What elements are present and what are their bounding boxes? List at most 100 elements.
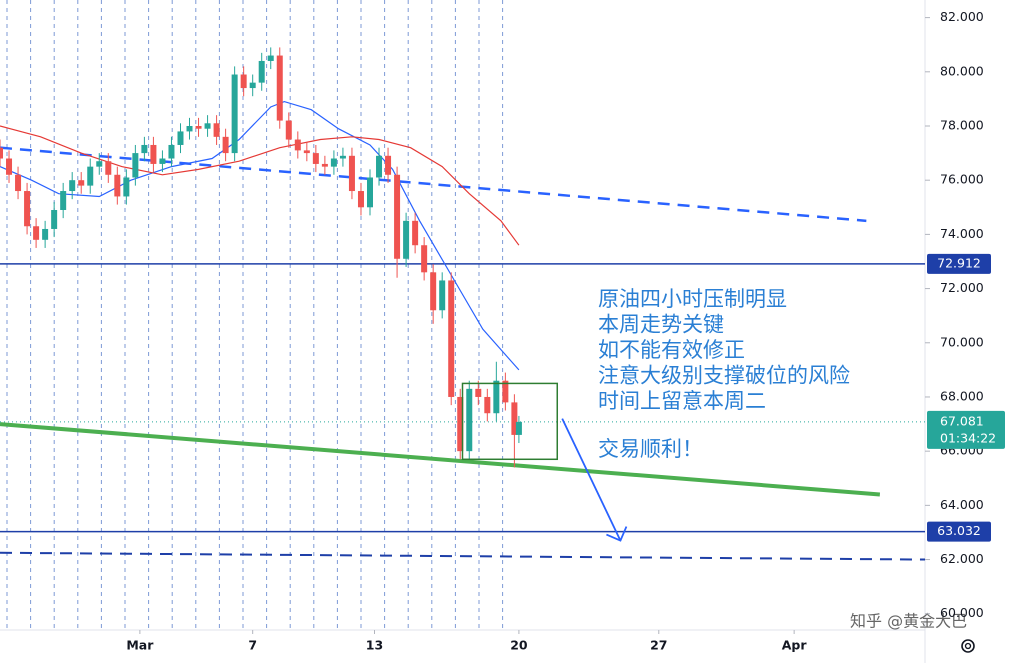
- candle-body: [222, 136, 229, 154]
- price-label-box: [927, 253, 991, 274]
- candle-body: [430, 272, 437, 311]
- candle-body: [511, 402, 518, 435]
- candle-body: [448, 280, 455, 397]
- candle-body: [348, 155, 355, 192]
- candle-body: [6, 158, 13, 175]
- price-label-box: [927, 521, 991, 542]
- candle-body: [87, 166, 94, 186]
- candle-body: [132, 153, 139, 178]
- candle-body: [96, 161, 103, 167]
- candle-body: [42, 228, 49, 240]
- candle-body: [168, 144, 175, 159]
- y-tick-label: 74.000: [940, 226, 984, 241]
- x-tick-label: Apr: [782, 638, 808, 653]
- candle-body: [240, 74, 247, 89]
- candle-body: [24, 191, 31, 227]
- y-tick-label: 72.000: [940, 280, 984, 295]
- settings-icon[interactable]: [961, 639, 975, 653]
- candle-body: [321, 163, 328, 167]
- candle-body: [51, 210, 58, 229]
- session-separators: [6, 0, 504, 630]
- countdown-label: 01:34:22: [940, 430, 996, 445]
- candle-body: [439, 280, 446, 311]
- candle-body: [367, 177, 373, 208]
- candle-body: [186, 126, 193, 132]
- watermark: 知乎 @黄金大巴: [850, 612, 967, 631]
- y-tick-label: 82.000: [940, 9, 984, 24]
- candle-body: [258, 60, 265, 83]
- range-box: [461, 382, 559, 461]
- candle-body: [60, 191, 67, 210]
- arrow-head: [606, 526, 628, 542]
- annotation-line: 时间上留意本周二: [598, 389, 766, 413]
- y-tick-label: 80.000: [940, 63, 984, 78]
- candle-body: [141, 144, 148, 154]
- candle-body: [357, 191, 364, 208]
- candle-body: [294, 139, 301, 151]
- candle-body: [285, 120, 292, 140]
- annotation-line: 本周走势关键: [598, 313, 724, 337]
- x-tick-label: 7: [248, 638, 257, 653]
- y-tick-label: 68.000: [940, 388, 984, 403]
- candle-body: [123, 177, 130, 197]
- candle-body: [231, 74, 238, 154]
- arrow-shaft: [561, 418, 622, 541]
- candle-body: [502, 380, 509, 403]
- annotation-footer: 交易顺利！: [598, 437, 703, 461]
- candle-body: [403, 220, 410, 259]
- candle-body: [466, 388, 473, 452]
- candle-body: [0, 147, 3, 159]
- candle-body: [493, 380, 500, 414]
- candle-body: [484, 396, 491, 414]
- candle-body: [159, 158, 166, 164]
- candle-body: [114, 174, 121, 197]
- y-tick-label: 64.000: [940, 497, 984, 512]
- y-tick-label: 62.000: [940, 551, 984, 566]
- candle-body: [105, 161, 112, 175]
- candle-body: [249, 82, 256, 89]
- x-tick-label: 13: [366, 638, 383, 653]
- price-label: 63.032: [937, 523, 981, 538]
- candle-body: [213, 123, 220, 137]
- x-tick-label: 27: [650, 638, 667, 653]
- y-tick-label: 78.000: [940, 118, 984, 133]
- candle-body: [204, 123, 211, 129]
- candle-body: [457, 396, 464, 452]
- candle-body: [376, 155, 383, 178]
- candle-body: [394, 174, 401, 259]
- candle-body: [276, 55, 283, 121]
- annotation-line: 注意大级别支撑破位的风险: [598, 364, 850, 388]
- candle-body: [177, 131, 184, 145]
- plot-area: [0, 47, 926, 561]
- y-tick-label: 60.000: [940, 605, 984, 620]
- candle-body: [78, 180, 85, 186]
- trend-line: [0, 422, 881, 497]
- candle-body: [330, 158, 337, 167]
- candle-body: [195, 126, 202, 129]
- candle-body: [421, 245, 428, 273]
- candle-body: [515, 421, 522, 435]
- candle-body: [312, 153, 319, 164]
- candle-body: [69, 180, 76, 192]
- candle-body: [339, 155, 346, 159]
- x-tick-label: Mar: [126, 638, 154, 653]
- x-tick-label: 20: [510, 638, 528, 653]
- trend-line: [0, 551, 926, 561]
- annotation-line: 原油四小时压制明显: [598, 287, 787, 311]
- candle-body: [412, 220, 419, 246]
- current-price-label: 67.081: [940, 413, 984, 428]
- candle-body: [150, 144, 157, 164]
- candle-body: [267, 55, 274, 61]
- candle-body: [385, 155, 392, 175]
- current-price-box: [927, 410, 1005, 449]
- annotation-line: 如不能有效修正: [598, 338, 745, 362]
- candle-body: [475, 388, 482, 397]
- candle-body: [33, 226, 40, 240]
- y-tick-label: 70.000: [940, 334, 984, 349]
- price-label: 72.912: [937, 255, 981, 270]
- y-tick-label: 76.000: [940, 172, 984, 187]
- candle-body: [303, 150, 310, 154]
- candle-body: [15, 174, 22, 192]
